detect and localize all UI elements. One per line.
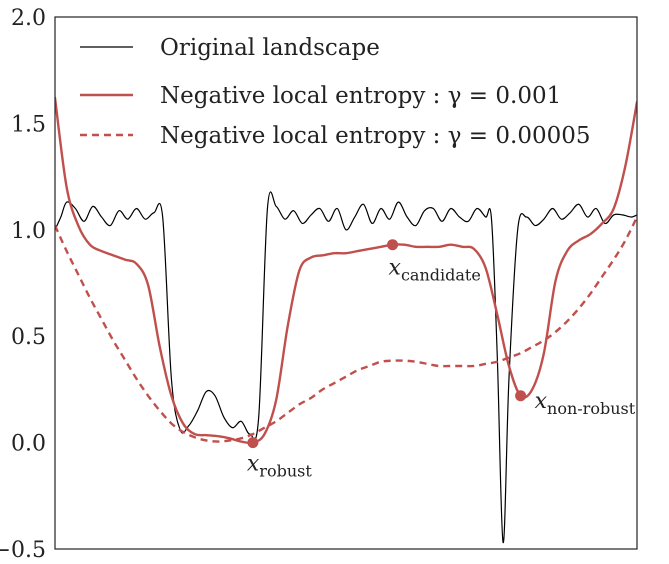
- annotation-candidate: xcandidate: [389, 256, 481, 285]
- point-marker-non-robust: [515, 390, 527, 402]
- points-layer: [247, 239, 527, 449]
- y-tick-label: 1.0: [11, 219, 46, 244]
- y-tick-label: 0.5: [11, 325, 46, 350]
- plot-frame: [54, 16, 638, 550]
- y-tick-label: −0.5: [0, 538, 46, 563]
- legend-label-1: Negative local entropy : γ = 0.001: [160, 83, 561, 109]
- annotation-robust: xrobust: [247, 452, 312, 481]
- annotation-non-robust: xnon-robust: [535, 389, 636, 418]
- point-marker-candidate: [387, 239, 399, 251]
- legend: Original landscape Negative local entropy…: [80, 35, 591, 149]
- series-layer: [55, 96, 637, 544]
- series-line-0: [55, 191, 637, 544]
- annotations: xrobust xcandidate xnon-robust: [247, 256, 636, 481]
- series-line-2: [55, 216, 637, 443]
- legend-label-0: Original landscape: [160, 35, 380, 61]
- y-tick-label: 0.0: [11, 432, 46, 457]
- y-axis: 2.0 1.5 1.0 0.5 0.0 −0.5: [0, 6, 46, 563]
- series-line-1: [55, 96, 637, 445]
- legend-label-2: Negative local entropy : γ = 0.00005: [160, 123, 591, 149]
- y-tick-label: 1.5: [11, 112, 46, 137]
- y-tick-label: 2.0: [11, 6, 46, 31]
- point-marker-robust: [247, 437, 259, 449]
